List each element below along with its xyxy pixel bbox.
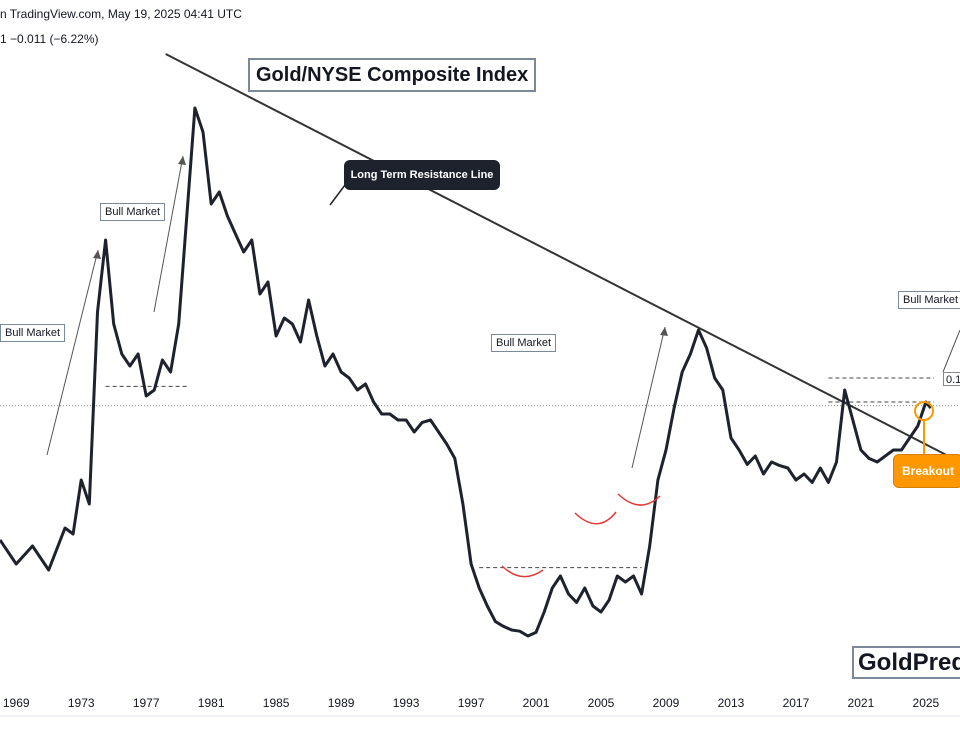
x-tick-label-1993: 1993 [392,696,420,710]
bull-market-label-2: Bull Market [100,203,166,221]
x-tick-label-2021: 2021 [847,696,875,710]
bull-arrow-2-head [178,156,186,165]
x-tick-label-2013: 2013 [717,696,745,710]
base-arc-2004 [574,511,617,525]
bull-arrow-3-head [660,327,668,336]
x-tick-label-1989: 1989 [327,696,355,710]
callout-pointer [329,184,346,206]
bull-arrow-2 [153,155,184,313]
breakout-callout: Breakout [893,454,960,488]
bull-market-label-3: Bull Market [491,334,557,352]
x-tick-label-1981: 1981 [197,696,225,710]
base-arcs [501,493,661,578]
reference-levels [0,377,960,569]
base-arc-2007 [617,493,661,506]
bull-market-label-1: Bull Market [0,324,66,342]
base-arc-2000 [501,565,544,578]
x-tick-label-1997: 1997 [457,696,485,710]
chart-title: Gold/NYSE Composite Index [248,58,537,92]
chart-header-change: 1 −0.011 (−6.22%) [0,32,99,46]
x-tick-label-1973: 1973 [67,696,95,710]
x-tick-label-2025: 2025 [912,696,940,710]
bull-arrow-1 [46,249,99,456]
long-term-resistance-line [165,53,960,463]
bull-market-label-4: Bull Market [898,291,960,309]
x-tick-label-2009: 2009 [652,696,680,710]
resistance-callout: Long Term Resistance Line [344,160,500,190]
x-tick-label-1985: 1985 [262,696,290,710]
chart-header-source: n TradingView.com, May 19, 2025 04:41 UT… [0,7,242,21]
x-tick-label-2017: 2017 [782,696,810,710]
x-tick-label-2001: 2001 [522,696,550,710]
bull-arrow-3 [631,326,666,469]
x-tick-label-1977: 1977 [132,696,160,710]
bull-market-arrows [46,155,960,469]
bull-arrow-1-head [93,250,101,259]
brand-watermark: GoldPredict [852,646,960,679]
bull-arrow-4 [942,329,960,373]
price-level-tag: 0.1 [943,372,960,386]
x-tick-label-2005: 2005 [587,696,615,710]
gold-nyse-series-line [0,106,932,638]
x-tick-label-1969: 1969 [2,696,30,710]
